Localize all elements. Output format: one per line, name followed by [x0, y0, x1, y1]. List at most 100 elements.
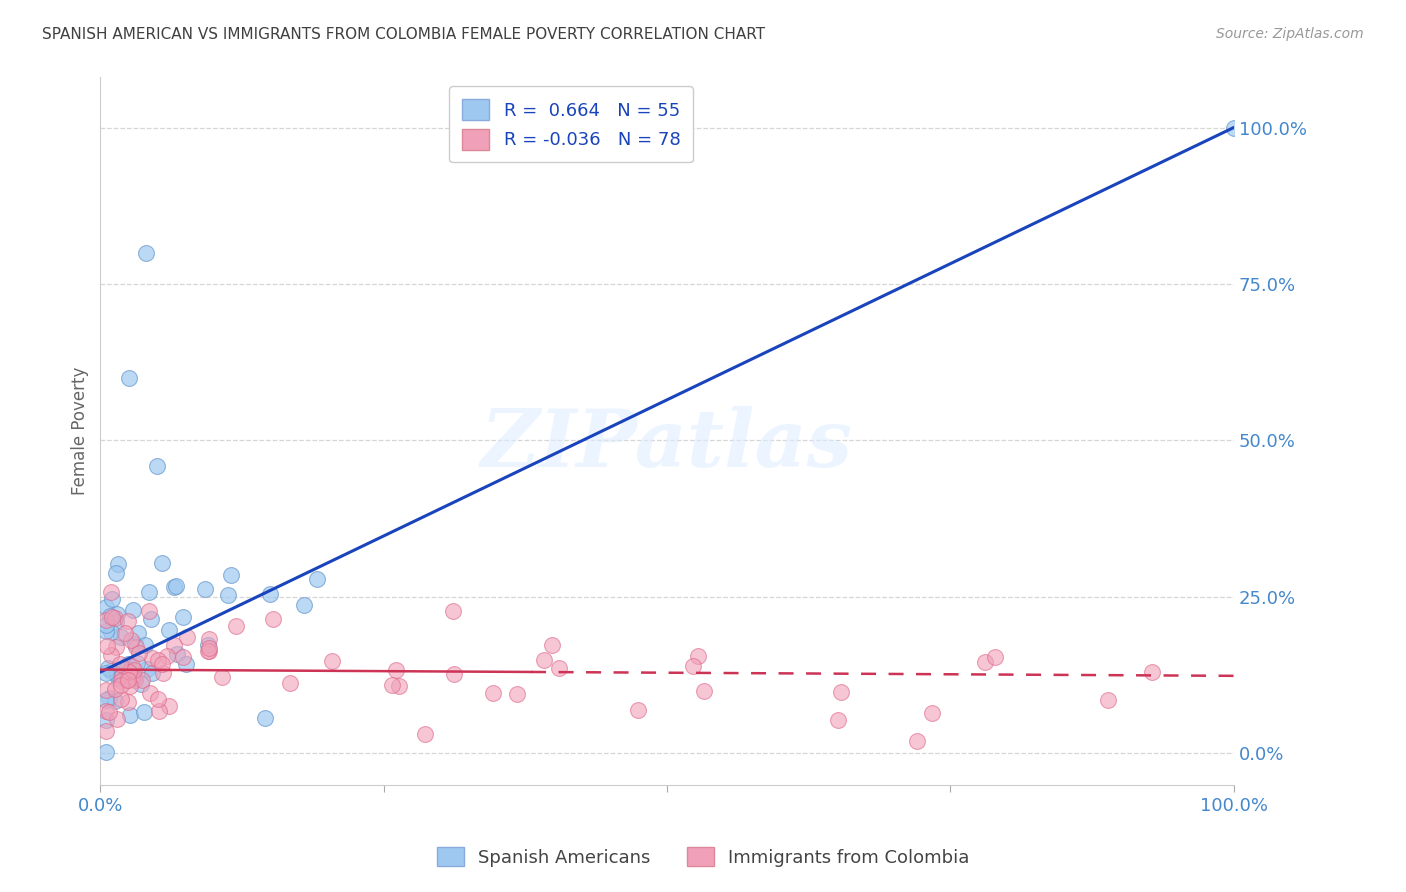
- Point: [381, 678, 404, 692]
- Point: [150, 657, 173, 671]
- Point: [104, 694, 127, 708]
- Y-axis label: Female Poverty: Female Poverty: [72, 367, 89, 495]
- Point: [172, 610, 194, 624]
- Point: [135, 245, 157, 260]
- Point: [321, 654, 343, 668]
- Point: [533, 652, 555, 666]
- Point: [115, 673, 138, 687]
- Point: [100, 648, 122, 663]
- Point: [540, 638, 562, 652]
- Point: [166, 647, 188, 661]
- Point: [94, 692, 117, 706]
- Point: [385, 664, 408, 678]
- Point: [827, 713, 849, 727]
- Point: [146, 692, 169, 706]
- Point: [110, 674, 132, 689]
- Legend: Spanish Americans, Immigrants from Colombia: Spanish Americans, Immigrants from Colom…: [429, 840, 977, 874]
- Point: [111, 669, 134, 683]
- Point: [141, 651, 163, 665]
- Point: [253, 711, 276, 725]
- Point: [197, 639, 219, 653]
- Point: [103, 611, 125, 625]
- Point: [108, 657, 131, 672]
- Point: [110, 692, 132, 706]
- Point: [505, 687, 527, 701]
- Point: [443, 667, 465, 681]
- Point: [124, 673, 146, 687]
- Point: [127, 625, 149, 640]
- Point: [127, 656, 149, 670]
- Point: [198, 641, 221, 656]
- Point: [107, 558, 129, 572]
- Point: [146, 458, 169, 473]
- Point: [217, 588, 239, 602]
- Point: [1142, 665, 1164, 680]
- Point: [110, 678, 132, 692]
- Point: [107, 712, 129, 726]
- Point: [1097, 692, 1119, 706]
- Point: [125, 640, 148, 654]
- Point: [830, 685, 852, 699]
- Point: [117, 673, 139, 687]
- Point: [219, 568, 242, 582]
- Point: [225, 618, 247, 632]
- Point: [198, 644, 221, 658]
- Point: [146, 652, 169, 666]
- Point: [94, 617, 117, 632]
- Point: [974, 655, 997, 669]
- Point: [94, 624, 117, 639]
- Point: [104, 640, 127, 654]
- Point: [121, 670, 143, 684]
- Point: [100, 584, 122, 599]
- Point: [101, 592, 124, 607]
- Point: [94, 723, 117, 738]
- Point: [94, 714, 117, 728]
- Point: [148, 704, 170, 718]
- Text: ZIPatlas: ZIPatlas: [481, 407, 853, 484]
- Point: [104, 566, 127, 581]
- Point: [156, 649, 179, 664]
- Point: [134, 639, 156, 653]
- Point: [105, 615, 128, 629]
- Point: [176, 630, 198, 644]
- Point: [101, 610, 124, 624]
- Point: [262, 612, 284, 626]
- Point: [94, 613, 117, 627]
- Point: [107, 667, 129, 681]
- Point: [292, 599, 315, 613]
- Point: [163, 638, 186, 652]
- Point: [548, 660, 571, 674]
- Point: [211, 670, 233, 684]
- Point: [194, 582, 217, 597]
- Point: [172, 650, 194, 665]
- Point: [128, 646, 150, 660]
- Point: [94, 665, 117, 680]
- Point: [117, 694, 139, 708]
- Point: [121, 603, 143, 617]
- Point: [98, 608, 121, 623]
- Point: [129, 677, 152, 691]
- Point: [110, 631, 132, 645]
- Point: [94, 682, 117, 697]
- Point: [921, 706, 943, 720]
- Point: [96, 640, 118, 654]
- Point: [105, 607, 128, 621]
- Point: [100, 625, 122, 640]
- Point: [120, 632, 142, 647]
- Point: [134, 705, 156, 719]
- Point: [482, 686, 505, 700]
- Legend: R =  0.664   N = 55, R = -0.036   N = 78: R = 0.664 N = 55, R = -0.036 N = 78: [450, 87, 693, 162]
- Point: [693, 683, 716, 698]
- Point: [115, 662, 138, 676]
- Point: [305, 572, 328, 586]
- Point: [905, 734, 928, 748]
- Point: [388, 679, 411, 693]
- Point: [165, 579, 187, 593]
- Point: [198, 632, 221, 647]
- Point: [278, 676, 301, 690]
- Point: [138, 585, 160, 599]
- Point: [152, 665, 174, 680]
- Point: [124, 637, 146, 651]
- Point: [117, 614, 139, 628]
- Point: [682, 658, 704, 673]
